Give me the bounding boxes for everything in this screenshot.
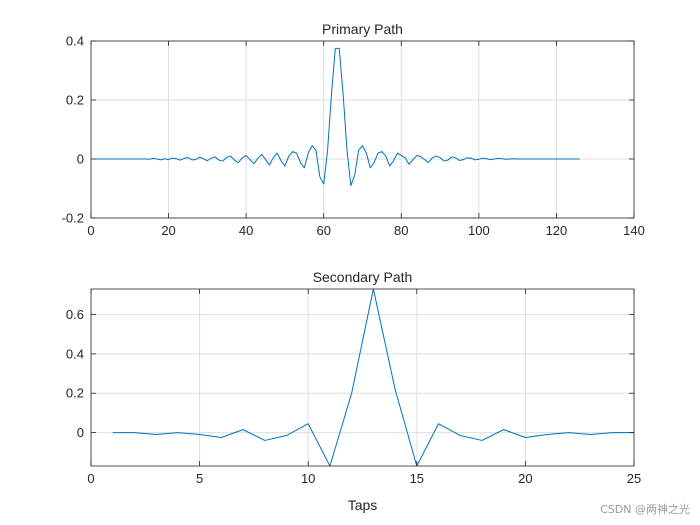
y-tick-label: 0 xyxy=(77,152,84,167)
x-tick-label: 80 xyxy=(394,223,408,238)
x-tick-label: 10 xyxy=(301,471,315,486)
y-tick-label: 0.6 xyxy=(66,307,84,322)
chart-title: Primary Path xyxy=(322,21,403,37)
x-axis-label: Taps xyxy=(348,497,378,513)
x-tick-label: 140 xyxy=(623,223,645,238)
series-line xyxy=(94,47,580,187)
x-tick-label: 5 xyxy=(196,471,203,486)
x-tick-label: 120 xyxy=(546,223,568,238)
subplot-2: 0 5 10 15 20 25 0 0.2 0.4 0.6 Secondary Path Taps xyxy=(66,269,641,513)
x-tick-label: 15 xyxy=(410,471,424,486)
y-tick-label: -0.2 xyxy=(62,211,84,226)
plot-area xyxy=(91,289,634,466)
y-tick-label: 0.4 xyxy=(66,34,84,49)
y-tick-label: 0.4 xyxy=(66,346,84,361)
x-tick-label: 25 xyxy=(627,471,641,486)
x-tick-label: 40 xyxy=(239,223,253,238)
watermark-text: CSDN @两神之光 xyxy=(600,503,690,516)
x-tick-label: 0 xyxy=(87,471,94,486)
x-tick-label: 100 xyxy=(468,223,490,238)
x-tick-label: 20 xyxy=(518,471,532,486)
plot-area xyxy=(91,41,634,218)
y-tick-label: 0.2 xyxy=(66,93,84,108)
y-tick-label: 0 xyxy=(77,425,84,440)
axes-box xyxy=(90,288,635,467)
chart-title: Secondary Path xyxy=(313,269,413,285)
y-tick-label: 0.2 xyxy=(66,386,84,401)
axes-box xyxy=(90,40,635,219)
x-tick-label: 20 xyxy=(161,223,175,238)
x-tick-label: 60 xyxy=(316,223,330,238)
x-tick-label: 0 xyxy=(87,223,94,238)
